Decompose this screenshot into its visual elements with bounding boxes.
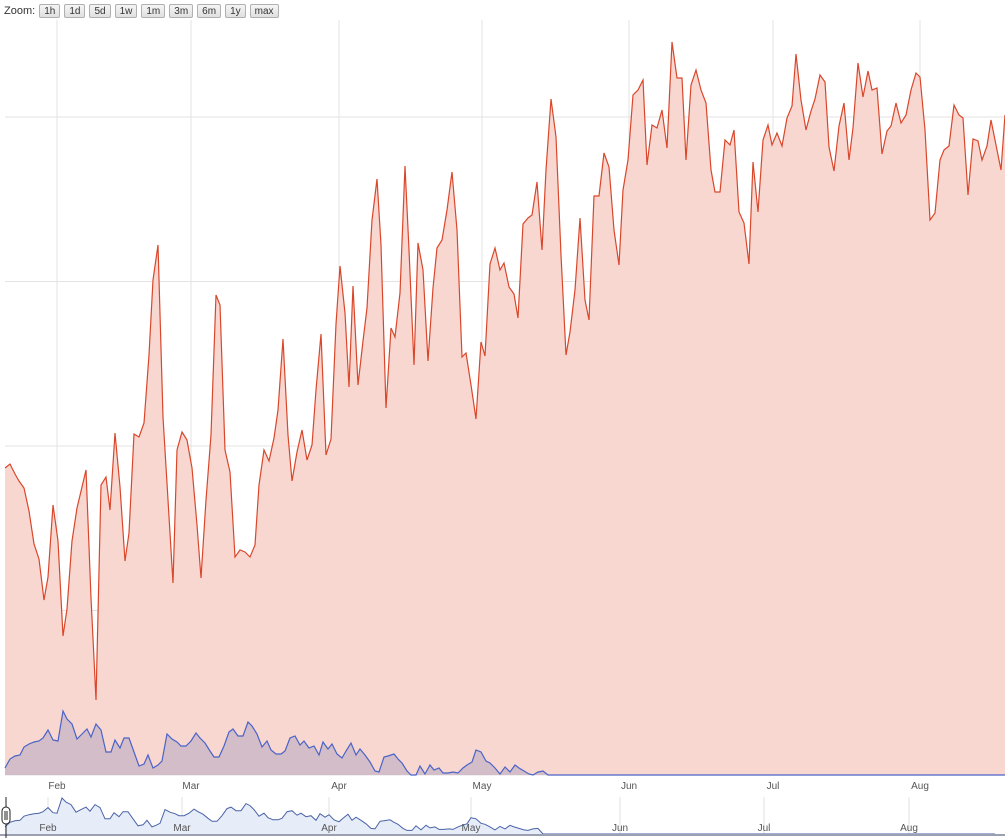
zoom-6m-button[interactable]: 6m xyxy=(197,4,222,18)
navigator-tick-label: May xyxy=(462,823,481,834)
zoom-label: Zoom: xyxy=(4,5,36,17)
x-tick-label: May xyxy=(473,781,492,792)
zoom-max-button[interactable]: max xyxy=(249,4,279,18)
navigator-tick-label: Aug xyxy=(900,823,918,834)
navigator-series-line xyxy=(4,797,995,835)
navigator-tick-label: Apr xyxy=(321,823,337,834)
x-tick-label: Apr xyxy=(331,781,347,792)
x-tick-label: Aug xyxy=(911,781,929,792)
zoom-5d-button[interactable]: 5d xyxy=(89,4,111,18)
zoom-1h-button[interactable]: 1h xyxy=(39,4,61,18)
x-tick-label: Feb xyxy=(48,781,66,792)
navigator-left-handle[interactable] xyxy=(1,806,11,825)
series-red-line xyxy=(4,41,1005,701)
x-tick-label: Jul xyxy=(767,781,780,792)
x-axis: Feb Mar Apr May Jun Jul Aug xyxy=(48,781,929,792)
zoom-1d-button[interactable]: 1d xyxy=(64,4,86,18)
x-tick-label: Jun xyxy=(621,781,637,792)
zoom-range-selector: Zoom: 1h 1d 5d 1w 1m 3m 6m 1y max xyxy=(4,3,279,19)
navigator-series-fill xyxy=(5,798,1005,834)
zoom-1m-button[interactable]: 1m xyxy=(141,4,166,18)
series-blue-line xyxy=(4,709,1005,776)
x-tick-label: Mar xyxy=(182,781,200,792)
series-blue-area xyxy=(4,709,1005,776)
navigator-tick-label: Mar xyxy=(173,823,191,834)
zoom-1w-button[interactable]: 1w xyxy=(114,4,138,18)
navigator-tick-label: Jul xyxy=(758,823,771,834)
navigator[interactable]: Feb Mar Apr May Jun Jul Aug xyxy=(0,796,1005,838)
series-red-fill xyxy=(5,42,1005,775)
series-blue-fill xyxy=(5,711,1005,775)
series-red-area xyxy=(4,41,1005,775)
navigator-tick-label: Feb xyxy=(39,823,57,834)
navigator-x-axis: Feb Mar Apr May Jun Jul Aug xyxy=(39,823,918,834)
zoom-3m-button[interactable]: 3m xyxy=(169,4,194,18)
navigator-tick-label: Jun xyxy=(612,823,628,834)
zoom-1y-button[interactable]: 1y xyxy=(225,4,246,18)
